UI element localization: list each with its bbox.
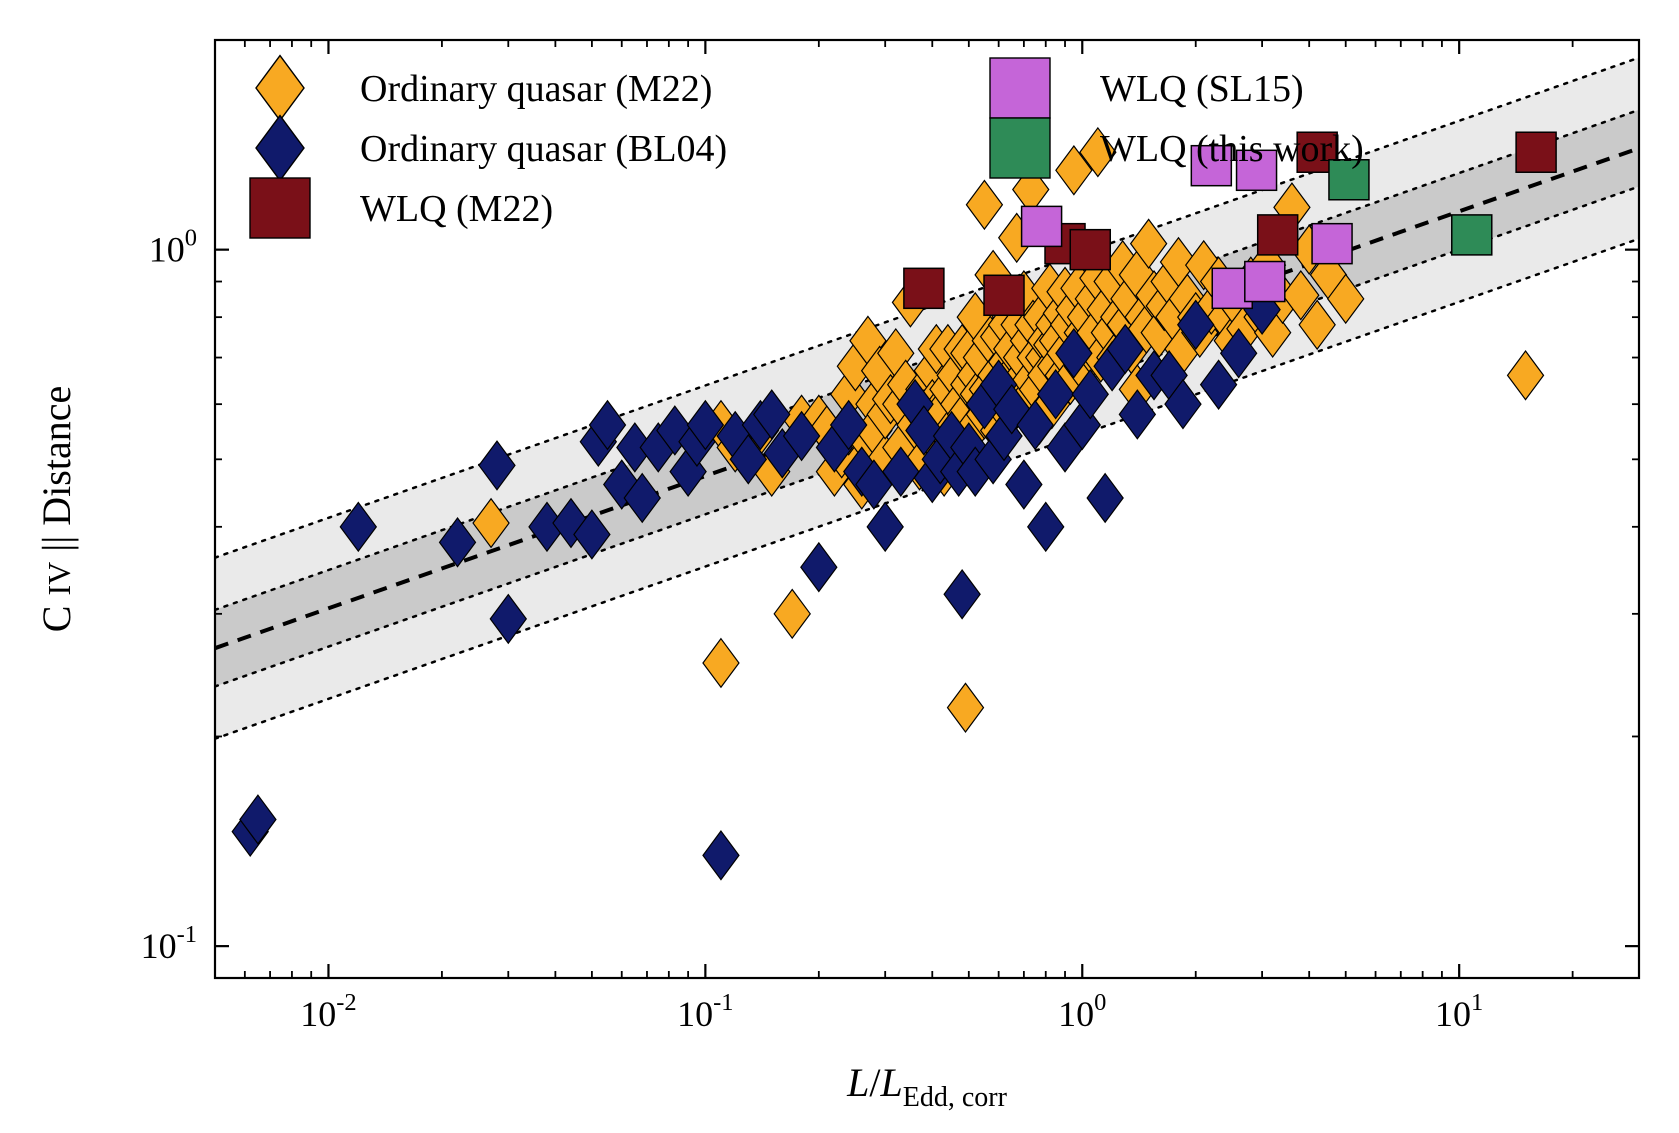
legend-item-label: Ordinary quasar (M22) — [360, 68, 712, 110]
legend-item-label: WLQ (this work) — [1100, 128, 1364, 170]
y-axis-label: C IV || Distance — [34, 386, 79, 632]
legend-item-label: Ordinary quasar (BL04) — [360, 128, 727, 170]
chart-svg: 10-210-110010110-1100L/LEdd, corrC IV ||… — [0, 0, 1679, 1133]
scatter-chart: 10-210-110010110-1100L/LEdd, corrC IV ||… — [0, 0, 1679, 1133]
legend-item-label: WLQ (SL15) — [1100, 68, 1304, 110]
legend-item-label: WLQ (M22) — [360, 188, 553, 230]
